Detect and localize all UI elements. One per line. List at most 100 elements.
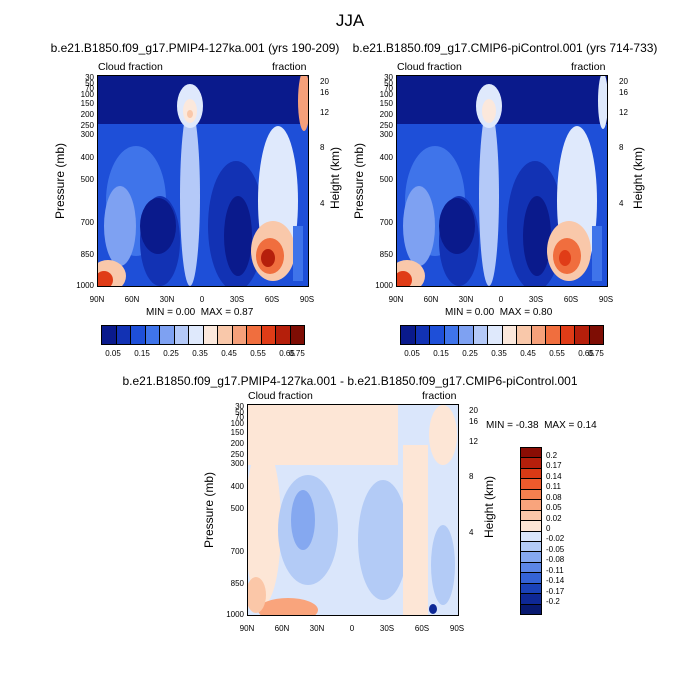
panel2-max-value: 0.80	[532, 307, 553, 318]
panel2-xtick: 0	[498, 295, 504, 304]
panel2-contour-band	[397, 76, 607, 124]
colorbar-swatch	[521, 604, 541, 614]
panel1-ylabel: Pressure (mb)	[53, 143, 67, 220]
panel3-contour-region	[431, 525, 455, 605]
colorbar-swatch	[521, 531, 541, 542]
panel1-max-label: MAX =	[200, 307, 232, 318]
panel1-ytick: 400	[80, 153, 94, 162]
panel3-ytick: 30	[235, 402, 244, 411]
panel3-ytick: 1000	[226, 610, 244, 619]
panel1-contour-region	[180, 106, 200, 286]
panel3-colorbar-label: -0.11	[546, 566, 564, 575]
panel1-contour-region	[298, 76, 308, 131]
panel3-xtick: 30S	[379, 624, 395, 633]
panel2-contour-region	[523, 196, 551, 276]
panel3-y2tick: 8	[469, 472, 474, 481]
colorbar-swatch	[521, 552, 541, 563]
panel3-colorbar-label: 0.17	[546, 461, 562, 470]
panel1-ytick: 1000	[76, 281, 94, 290]
panel2-y2tick: 20	[619, 77, 628, 86]
panel2-xtick: 30S	[528, 295, 544, 304]
colorbar-swatch	[116, 326, 131, 344]
panel2-ytick: 1000	[375, 281, 393, 290]
panel3-contour-region	[291, 490, 315, 550]
panel1-left-label: Cloud fraction	[98, 61, 163, 73]
panel1-contour-region	[98, 271, 113, 286]
panel1-ytick: 100	[80, 90, 94, 99]
panel3-title: b.e21.B1850.f09_g17.PMIP4-127ka.001 - b.…	[122, 374, 578, 388]
colorbar-swatch	[473, 326, 488, 344]
panel1-min-label: MIN =	[146, 307, 173, 318]
panel1-ytick: 300	[80, 130, 94, 139]
panel3-ytick: 100	[230, 419, 244, 428]
colorbar-swatch	[531, 326, 546, 344]
colorbar-swatch	[261, 326, 276, 344]
panel3-y2label: Height (km)	[482, 476, 496, 539]
panel2-ytick: 700	[379, 218, 393, 227]
panel3-colorbar	[520, 447, 542, 615]
panel3-xtick: 90S	[449, 624, 465, 633]
panel2-y2tick: 16	[619, 88, 628, 97]
panel3-contour	[248, 405, 458, 615]
colorbar-swatch	[521, 583, 541, 595]
panel1-ytick: 850	[80, 250, 94, 259]
panel2-contour-region	[598, 76, 607, 129]
colorbar-swatch	[459, 326, 474, 344]
panel3-max-label: MAX =	[544, 420, 575, 431]
colorbar-swatch	[290, 326, 304, 344]
panel1-xtick: 60S	[264, 295, 280, 304]
panel2-xtick: 90S	[598, 295, 614, 304]
panel3-min-label: MIN =	[486, 420, 513, 431]
colorbar-swatch	[521, 541, 541, 553]
panel3-colorbar-label: -0.05	[546, 545, 565, 554]
colorbar-swatch	[131, 326, 146, 344]
panel2-colorbar-label: 0.65	[578, 349, 594, 358]
panel2-contour-region	[439, 198, 475, 254]
panel3-colorbar-label: -0.2	[546, 597, 560, 606]
panel2-ytick: 100	[379, 90, 393, 99]
colorbar-swatch	[276, 326, 291, 344]
panel2-colorbar-label: 0.75	[588, 349, 604, 358]
colorbar-swatch	[218, 326, 233, 344]
panel2-ytick: 50	[384, 79, 393, 88]
panel1-colorbar-label: 0.65	[279, 349, 295, 358]
panel3-xtick: 60N	[274, 624, 290, 633]
panel1-ytick: 700	[80, 218, 94, 227]
colorbar-swatch	[546, 326, 561, 344]
panel2-xtick: 30N	[458, 295, 474, 304]
colorbar-swatch	[102, 326, 117, 344]
panel3-ytick: 500	[230, 504, 244, 513]
panel3-ytick: 200	[230, 439, 244, 448]
panel2-colorbar-label: 0.25	[462, 349, 478, 358]
colorbar-swatch	[521, 521, 541, 532]
panel1-colorbar-label: 0.15	[134, 349, 150, 358]
panel1-y2tick: 16	[320, 88, 329, 97]
panel2-title: b.e21.B1850.f09_g17.CMIP6-piControl.001 …	[352, 41, 658, 55]
colorbar-swatch	[189, 326, 204, 344]
panel2-colorbar-label: 0.15	[433, 349, 449, 358]
panel1-colorbar	[101, 325, 305, 345]
panel3-colorbar-label: 0	[546, 524, 551, 533]
panel2-ytick: 30	[384, 73, 393, 82]
panel2-ylabel: Pressure (mb)	[352, 143, 366, 220]
panel3-contour-region	[248, 577, 266, 613]
colorbar-swatch	[145, 326, 160, 344]
panel3-contour-region	[429, 405, 457, 465]
colorbar-swatch	[232, 326, 247, 344]
colorbar-swatch	[415, 326, 430, 344]
panel2-contour-region	[482, 99, 496, 123]
panel3-min-max: MIN = -0.38 MAX = 0.14	[486, 421, 597, 431]
panel1-title: b.e21.B1850.f09_g17.PMIP4-127ka.001 (yrs…	[50, 41, 340, 55]
panel1-contour	[98, 76, 308, 286]
panel1-contour-region	[187, 110, 193, 118]
panel3-colorbar-label: 0.08	[546, 493, 562, 502]
panel1-ytick: 200	[80, 110, 94, 119]
colorbar-swatch	[560, 326, 575, 344]
panel2-ytick: 200	[379, 110, 393, 119]
panel1-contour-region	[261, 249, 275, 267]
panel1-min-max: MIN = 0.00 MAX = 0.87	[146, 308, 253, 318]
panel1-contour-region	[224, 196, 252, 276]
panel2-min-value: 0.00	[474, 307, 495, 318]
panel2-ytick: 300	[379, 130, 393, 139]
colorbar-swatch	[521, 468, 541, 480]
